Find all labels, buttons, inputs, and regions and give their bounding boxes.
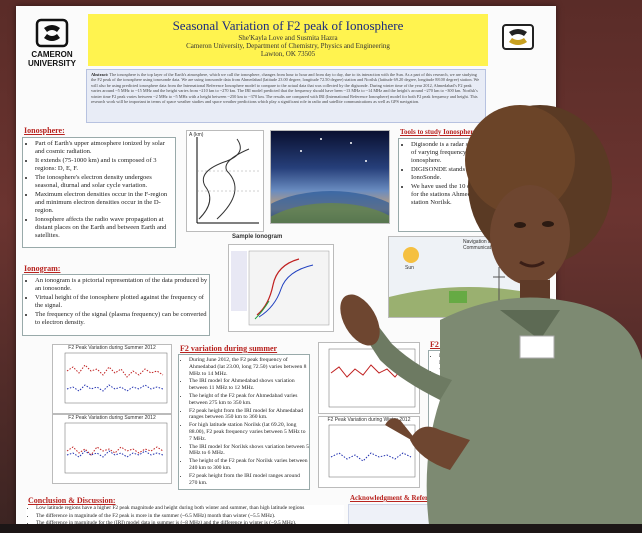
- tools-item: Digisonde is a radar system that sends r…: [411, 141, 553, 165]
- conclusion-section-title: Conclusion & Discussion:: [28, 496, 116, 505]
- conclusion-item: The difference in magnitude of the F2 pe…: [36, 513, 344, 520]
- abstract-label: Abstract:: [91, 72, 109, 77]
- earth-image-graphic: [271, 138, 389, 223]
- department-logo-icon: [502, 24, 534, 50]
- ionogram-item: Virtual height of the ionosphere plotted…: [35, 294, 209, 310]
- ionosphere-item: Ionosphere affects the radio wave propag…: [35, 216, 175, 240]
- conclusion-section: Low latitude regions have a higher F2 pe…: [26, 505, 344, 528]
- summer-plot-1: F2 Peak Variation during Summer 2012: [52, 344, 172, 414]
- summer-item: During June 2012, the F2 peak frequency …: [189, 357, 309, 377]
- summer-plot-2-graphic: [64, 422, 168, 474]
- poster-affiliation: Cameron University, Department of Chemis…: [186, 42, 390, 50]
- winter-item: The height F2 peak for Ahmedabad: [439, 375, 547, 382]
- summer-plot-1-graphic: [64, 352, 168, 404]
- layers-chart-ylabel: A (km): [189, 132, 204, 138]
- summer-item: F2 peak height from the IRI model for Ah…: [189, 408, 309, 422]
- research-poster: CAMERON UNIVERSITY Seasonal Variation of…: [16, 6, 556, 528]
- summer-item: The height of the F2 peak for Norilsk va…: [189, 458, 309, 472]
- tools-item: DIGISONDE stands for Digital Geometric I…: [411, 166, 553, 182]
- summer-item: The IRI model for Ahmedabad shows variat…: [189, 378, 309, 392]
- sample-ionogram-figure: [228, 244, 334, 332]
- poster-authors: She'Kayla Love and Susmita Hazra: [238, 34, 338, 42]
- conclusion-item: The difference in magnitude for the (IRI…: [36, 520, 344, 527]
- department-logo: [500, 22, 550, 62]
- sample-ionogram-title: Sample Ionogram: [232, 234, 283, 240]
- poster-title-banner: Seasonal Variation of F2 peak of Ionosph…: [88, 14, 488, 66]
- summer-section: During June 2012, the F2 peak frequency …: [178, 354, 310, 490]
- bottom-edge: [0, 524, 642, 533]
- winter-item: During December frequency of Ah MHz to 1…: [439, 353, 547, 367]
- winter-plot-1-graphic: [328, 348, 416, 408]
- winter-plot-title: F2 Peak Variation during Winter 2012: [327, 417, 411, 423]
- ionosphere-section-title: Ionosphere:: [24, 126, 65, 135]
- university-name: CAMERON UNIVERSITY: [27, 50, 76, 68]
- ionosphere-item: The ionosphere's electron density underg…: [35, 174, 175, 190]
- winter-plot-2-graphic: [328, 424, 416, 478]
- tools-item: We have used the 10 data from the Lowell…: [411, 183, 553, 207]
- summer-item: For high latitude station Norilsk (lat 6…: [189, 422, 309, 442]
- summer-section-title: F2 variation during summer: [180, 344, 278, 353]
- poster-location: Lawton, OK 73505: [260, 50, 316, 58]
- tools-section-title: Tools to study Ionosphere: "DIGISONDE": [400, 128, 529, 136]
- ionogram-item: An ionogram is a pictorial representatio…: [35, 277, 209, 293]
- conclusion-item: Low latitude regions have a higher F2 pe…: [36, 505, 344, 512]
- ionogram-graphic: [231, 250, 330, 326]
- digisonde-label-antennas: DPS4D with Antennas: [479, 305, 529, 311]
- ionosphere-item: It extends (75-1000 km) and is composed …: [35, 157, 175, 173]
- digisonde-figure: Sun Navigation & Communication Satellite…: [388, 236, 550, 318]
- ionosphere-item: Part of Earth's upper atmosphere ionized…: [35, 140, 175, 156]
- winter-item: F2 peak height IRI model: [439, 383, 547, 390]
- cameron-logo: CAMERON UNIVERSITY: [22, 18, 82, 68]
- summer-item: The IRI model for Norilsk shows variatio…: [189, 444, 309, 458]
- digisonde-label-satellites: Navigation & Communication Satellites: [463, 239, 520, 251]
- ionogram-section-title: Ionogram:: [24, 264, 61, 273]
- poster-title: Seasonal Variation of F2 peak of Ionosph…: [172, 18, 404, 33]
- ionosphere-section: Part of Earth's upper atmosphere ionized…: [22, 137, 176, 248]
- summer-item: F2 peak height from the IRI model ranges…: [189, 473, 309, 487]
- abstract-box: Abstract: The ionosphere is the top laye…: [86, 69, 486, 123]
- cameron-shield-icon: [35, 18, 69, 48]
- ionogram-item: The frequency of the signal (plasma freq…: [35, 311, 209, 327]
- summer-plot-1-title: F2 Peak Variation during Summer 2012: [68, 345, 156, 351]
- tools-section: Digisonde is a radar system that sends r…: [398, 138, 554, 232]
- summer-plot-2-title: F2 Peak Variation during Summer 2012: [68, 415, 156, 421]
- ionogram-section: An ionogram is a pictorial representatio…: [22, 274, 210, 336]
- winter-plot-1: [318, 342, 420, 414]
- layers-chart-graphic: [196, 137, 259, 224]
- earth-atmosphere-image: [270, 130, 390, 224]
- summer-item: The height of the F2 peak for Ahmedabad …: [189, 393, 309, 407]
- digisonde-label-sun: Sun: [405, 265, 414, 271]
- winter-item: The IRI model variation betwe: [439, 368, 547, 375]
- winter-section-title: F2 variation during winter: [430, 340, 522, 349]
- ionosphere-item: Maximum electron densities occur in the …: [35, 191, 175, 215]
- summer-plot-2: F2 Peak Variation during Summer 2012: [52, 414, 172, 484]
- winter-section: During December frequency of Ah MHz to 1…: [428, 350, 548, 480]
- acknowledgment-section-title: Acknowledgment & References: [350, 494, 444, 502]
- abstract-text: The ionosphere is the top layer of the E…: [91, 72, 480, 105]
- winter-plot-2: F2 Peak Variation during Winter 2012: [318, 416, 420, 488]
- atmosphere-layers-figure: A (km): [186, 130, 264, 232]
